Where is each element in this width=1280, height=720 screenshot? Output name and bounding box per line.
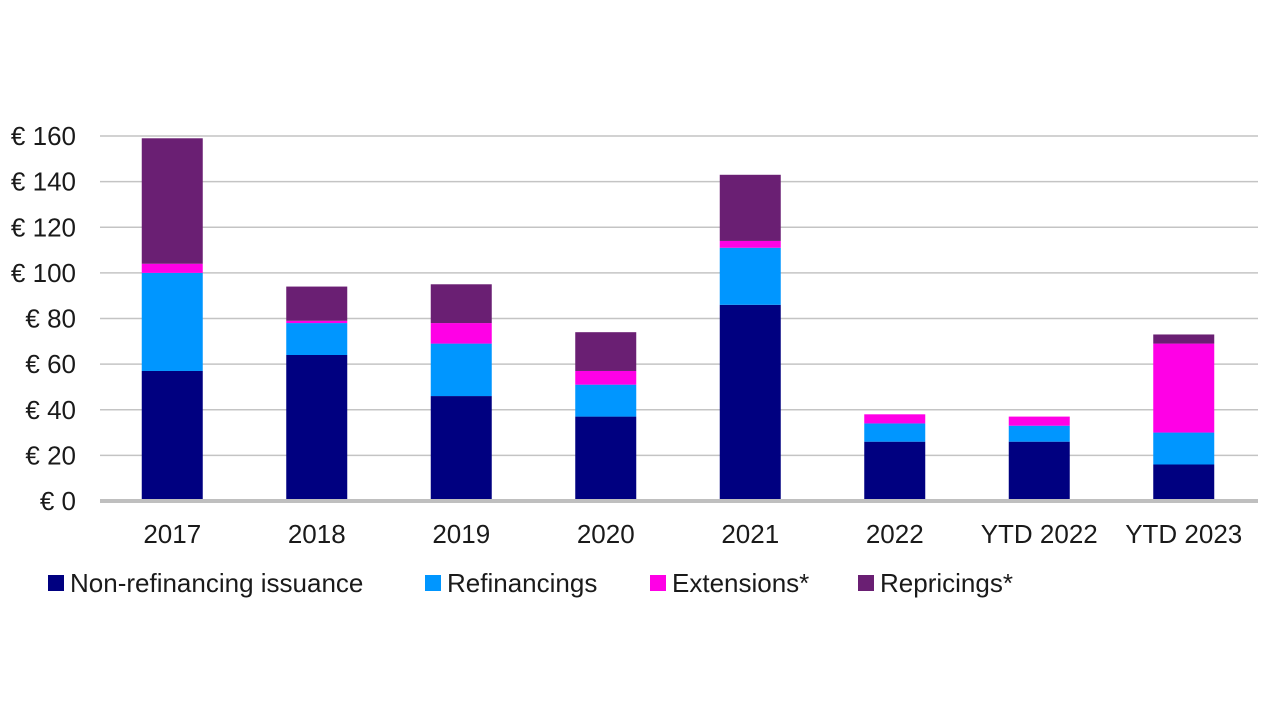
y-tick-label: € 40	[25, 395, 76, 425]
bar-segment-refinancings	[575, 384, 637, 417]
legend-swatch	[858, 575, 874, 591]
x-tick-label: 2021	[721, 519, 779, 549]
bar-segment-refinancings	[1008, 425, 1070, 442]
bar-segment-repricings	[141, 138, 203, 264]
bar-segment-repricings	[575, 332, 637, 371]
bar-segment-non-refinancing-issuance	[141, 370, 203, 501]
bars	[141, 138, 1215, 501]
bar-segment-non-refinancing-issuance	[1008, 441, 1070, 501]
bar-segment-extensions	[141, 263, 203, 273]
legend-label: Refinancings	[447, 568, 597, 598]
y-tick-label: € 140	[11, 167, 76, 197]
bar-segment-extensions	[430, 323, 492, 344]
y-tick-label: € 20	[25, 440, 76, 470]
bar-segment-non-refinancing-issuance	[864, 441, 926, 501]
bar-segment-non-refinancing-issuance	[719, 304, 781, 501]
bar-segment-extensions	[1153, 343, 1215, 433]
legend-label: Non-refinancing issuance	[70, 568, 363, 598]
bar-segment-non-refinancing-issuance	[430, 396, 492, 501]
legend-swatch	[48, 575, 64, 591]
bar-segment-non-refinancing-issuance	[1153, 464, 1215, 501]
y-tick-label: € 120	[11, 212, 76, 242]
x-tick-label: 2017	[143, 519, 201, 549]
legend: Non-refinancing issuance Refinancings Exte…	[48, 568, 1013, 598]
x-tick-label: 2019	[432, 519, 490, 549]
bar-segment-non-refinancing-issuance	[575, 416, 637, 501]
bar-segment-repricings	[286, 286, 348, 321]
bar-segment-repricings	[430, 284, 492, 324]
x-tick-label: YTD 2022	[981, 519, 1098, 549]
x-tick-label: 2020	[577, 519, 635, 549]
bar-segment-repricings	[1153, 334, 1215, 344]
bar-segment-refinancings	[719, 247, 781, 305]
bar-segment-refinancings	[141, 272, 203, 371]
bar-segment-extensions	[719, 240, 781, 248]
bar-segment-refinancings	[864, 423, 926, 442]
legend-label: Extensions*	[672, 568, 809, 598]
bar-segment-extensions	[864, 414, 926, 424]
legend-swatch	[425, 575, 441, 591]
y-tick-label: € 60	[25, 349, 76, 379]
x-tick-label: 2022	[866, 519, 924, 549]
y-axis-tick-labels: € 0 € 20 € 40 € 60 € 80 € 100 € 120 € 140 € 160	[11, 121, 76, 516]
bar-segment-extensions	[1008, 416, 1070, 426]
legend-swatch	[650, 575, 666, 591]
bar-segment-extensions	[575, 370, 637, 385]
bar-segment-refinancings	[430, 343, 492, 397]
bar-segment-extensions	[286, 320, 348, 324]
y-tick-label: € 0	[40, 486, 76, 516]
bar-segment-refinancings	[1153, 432, 1215, 465]
bar-segment-repricings	[719, 174, 781, 241]
x-tick-label: YTD 2023	[1125, 519, 1242, 549]
x-tick-label: 2018	[288, 519, 346, 549]
legend-label: Repricings*	[880, 568, 1013, 598]
gridlines	[100, 135, 1258, 457]
bar-segment-non-refinancing-issuance	[286, 355, 348, 501]
y-tick-label: € 100	[11, 258, 76, 288]
x-axis-tick-labels: 2017 2018 2019 2020 2021 2022 YTD 2022 YTD 2023	[143, 519, 1242, 549]
bar-segment-refinancings	[286, 323, 348, 355]
y-tick-label: € 80	[25, 304, 76, 334]
y-tick-label: € 160	[11, 121, 76, 151]
